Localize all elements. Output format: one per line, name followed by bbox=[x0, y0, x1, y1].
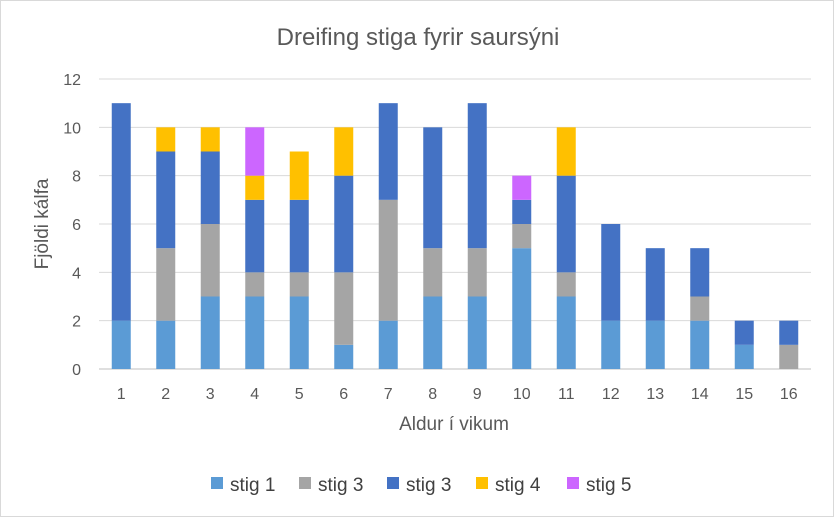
x-tick-label: 6 bbox=[339, 386, 348, 403]
bar-segment bbox=[200, 127, 220, 152]
bar-segment bbox=[645, 248, 665, 321]
bar-segment bbox=[378, 199, 398, 321]
bar-segment bbox=[289, 272, 309, 297]
legend-label: stig 3 bbox=[406, 475, 451, 496]
x-tick-label: 7 bbox=[384, 386, 393, 403]
x-tick-label: 14 bbox=[691, 386, 709, 403]
legend-label: stig 3 bbox=[318, 475, 363, 496]
bar-segment bbox=[245, 199, 265, 273]
bar-segment bbox=[512, 224, 532, 249]
y-tick-label: 12 bbox=[63, 72, 81, 89]
bar-segment bbox=[423, 127, 443, 249]
bar-segment bbox=[156, 151, 176, 249]
x-tick-label: 2 bbox=[161, 386, 170, 403]
x-tick-labels: 1 2 3 4 5 6 7 8 9 10 11 12 13 14 15 16 bbox=[117, 386, 798, 403]
bar-segment bbox=[512, 175, 532, 200]
bar-segment bbox=[245, 127, 265, 176]
x-tick-label: 13 bbox=[646, 386, 664, 403]
legend: stig 1 stig 3 stig 3 stig 4 stig 5 bbox=[211, 475, 631, 496]
bar-segment bbox=[245, 296, 265, 369]
y-tick-label: 10 bbox=[63, 120, 81, 137]
legend-label: stig 5 bbox=[586, 475, 631, 496]
bar-segment bbox=[334, 344, 354, 369]
bar-segment bbox=[512, 199, 532, 224]
bar-segment bbox=[734, 344, 754, 369]
legend-swatch bbox=[387, 477, 399, 489]
bar-segment bbox=[111, 103, 131, 321]
x-tick-label: 5 bbox=[295, 386, 304, 403]
bar-segment bbox=[156, 248, 176, 321]
x-tick-label: 16 bbox=[780, 386, 798, 403]
y-tick-labels: 0 2 4 6 8 10 12 bbox=[63, 72, 81, 379]
bar-segment bbox=[156, 320, 176, 369]
bars bbox=[111, 103, 799, 369]
bar-segment bbox=[245, 272, 265, 297]
bar-segment bbox=[556, 296, 576, 369]
bar-segment bbox=[200, 296, 220, 369]
x-axis-title: Aldur í vikum bbox=[399, 414, 509, 435]
chart-title: Dreifing stiga fyrir saursýni bbox=[277, 24, 560, 51]
bar-segment bbox=[556, 272, 576, 297]
bar-segment bbox=[200, 151, 220, 224]
bar-segment bbox=[690, 320, 710, 369]
y-tick-label: 6 bbox=[72, 217, 81, 234]
y-tick-label: 0 bbox=[72, 362, 81, 379]
legend-swatch bbox=[211, 477, 223, 489]
bar-segment bbox=[734, 320, 754, 345]
bar-segment bbox=[111, 320, 131, 369]
y-tick-label: 2 bbox=[72, 314, 81, 331]
bar-segment bbox=[512, 248, 532, 369]
y-tick-label: 8 bbox=[72, 169, 81, 186]
legend-label: stig 1 bbox=[230, 475, 275, 496]
bar-segment bbox=[289, 151, 309, 200]
bar-segment bbox=[378, 103, 398, 200]
bar-segment bbox=[779, 344, 799, 369]
bar-segment bbox=[289, 199, 309, 273]
bar-segment bbox=[467, 248, 487, 297]
bar-segment bbox=[645, 320, 665, 369]
y-tick-label: 4 bbox=[72, 265, 81, 282]
bar-segment bbox=[334, 127, 354, 176]
x-tick-label: 8 bbox=[428, 386, 437, 403]
bar-segment bbox=[200, 224, 220, 297]
legend-swatch bbox=[476, 477, 488, 489]
bar-segment bbox=[289, 296, 309, 369]
bar-segment bbox=[334, 272, 354, 345]
bar-segment bbox=[779, 320, 799, 345]
x-tick-label: 1 bbox=[117, 386, 126, 403]
bar-segment bbox=[690, 248, 710, 297]
x-tick-label: 15 bbox=[735, 386, 753, 403]
bar-segment bbox=[378, 320, 398, 369]
bar-segment bbox=[467, 103, 487, 249]
bar-segment bbox=[423, 248, 443, 297]
bar-segment bbox=[601, 224, 621, 321]
bar-segment bbox=[334, 175, 354, 273]
bar-segment bbox=[556, 175, 576, 273]
bar-segment bbox=[467, 296, 487, 369]
bar-segment bbox=[156, 127, 176, 152]
legend-swatch bbox=[299, 477, 311, 489]
x-tick-label: 4 bbox=[250, 386, 259, 403]
legend-label: stig 4 bbox=[495, 475, 541, 496]
x-tick-label: 10 bbox=[513, 386, 531, 403]
bar-segment bbox=[690, 296, 710, 321]
x-tick-label: 3 bbox=[206, 386, 215, 403]
y-axis-title: Fjöldi kálfa bbox=[32, 178, 53, 269]
x-tick-label: 9 bbox=[473, 386, 482, 403]
bar-segment bbox=[245, 175, 265, 200]
x-tick-label: 12 bbox=[602, 386, 620, 403]
bar-segment bbox=[423, 296, 443, 369]
x-tick-label: 11 bbox=[558, 386, 575, 403]
bar-segment bbox=[601, 320, 621, 369]
bar-segment bbox=[556, 127, 576, 176]
legend-swatch bbox=[567, 477, 579, 489]
